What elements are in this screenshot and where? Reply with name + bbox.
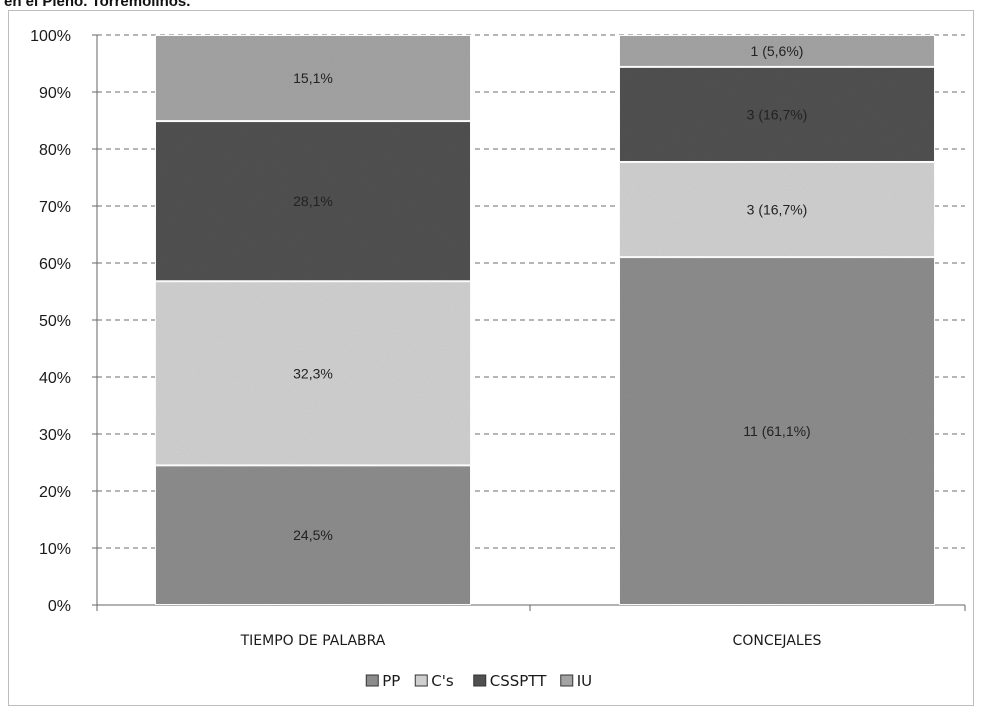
y-tick-label: 10% (39, 541, 71, 558)
data-label-concejales-cssptt: 3 (16,7%) (747, 106, 808, 122)
legend-label: C's (431, 672, 454, 690)
data-label-concejales-c-s: 3 (16,7%) (747, 202, 808, 218)
bars (154, 34, 936, 606)
legend-swatch (473, 674, 487, 687)
y-tick-label: 40% (39, 370, 71, 387)
legend-label: IU (577, 672, 592, 690)
y-tick-label: 50% (39, 313, 71, 330)
bar-concejales-c-s (618, 160, 936, 259)
x-category-label: CONCEJALES (733, 633, 822, 649)
legend-swatch (414, 674, 428, 687)
legend-label: PP (382, 672, 400, 690)
bar-tiempo-de-palabra-iu (154, 34, 472, 123)
bar-concejales-cssptt (618, 65, 936, 163)
bar-concejales-iu (618, 34, 936, 68)
y-tick-label: 90% (39, 85, 71, 102)
data-label-tiempo-de-palabra-c-s: 32,3% (293, 365, 333, 381)
y-tick-label: 30% (39, 427, 71, 444)
y-tick-label: 70% (39, 199, 71, 216)
legend-swatch (365, 674, 379, 687)
y-tick-label: 100% (30, 28, 71, 45)
y-tick-label: 20% (39, 484, 71, 501)
legend-item-cssptt: CSSPTT (473, 672, 547, 690)
bar-tiempo-de-palabra-cssptt (154, 120, 472, 283)
bar-concejales-pp (618, 256, 936, 606)
legend-item-pp: PP (365, 672, 400, 690)
legend-swatch (560, 674, 574, 687)
legend-item-c-s: C's (414, 672, 454, 690)
data-label-tiempo-de-palabra-pp: 24,5% (293, 527, 333, 543)
bar-tiempo-de-palabra-c-s (154, 280, 472, 467)
legend: PP C's CSSPTT IU (365, 672, 592, 690)
legend-item-iu: IU (560, 672, 592, 690)
y-tick-label: 80% (39, 142, 71, 159)
chart-caption: en el Pleno. Torremolinos. (4, 0, 191, 10)
data-label-tiempo-de-palabra-cssptt: 28,1% (293, 193, 333, 209)
legend-label: CSSPTT (490, 672, 547, 690)
y-tick-label: 0% (48, 598, 71, 615)
y-tick-label: 60% (39, 256, 71, 273)
data-label-tiempo-de-palabra-iu: 15,1% (293, 70, 333, 86)
data-labels: 24,5% 32,3% 28,1% 15,1% 11 (61,1%) 3 (16,7%) 3… (293, 43, 811, 543)
x-category-label: TIEMPO DE PALABRA (240, 633, 386, 649)
data-label-concejales-pp: 11 (61,1%) (743, 423, 810, 439)
data-label-concejales-iu: 1 (5,6%) (751, 43, 804, 59)
